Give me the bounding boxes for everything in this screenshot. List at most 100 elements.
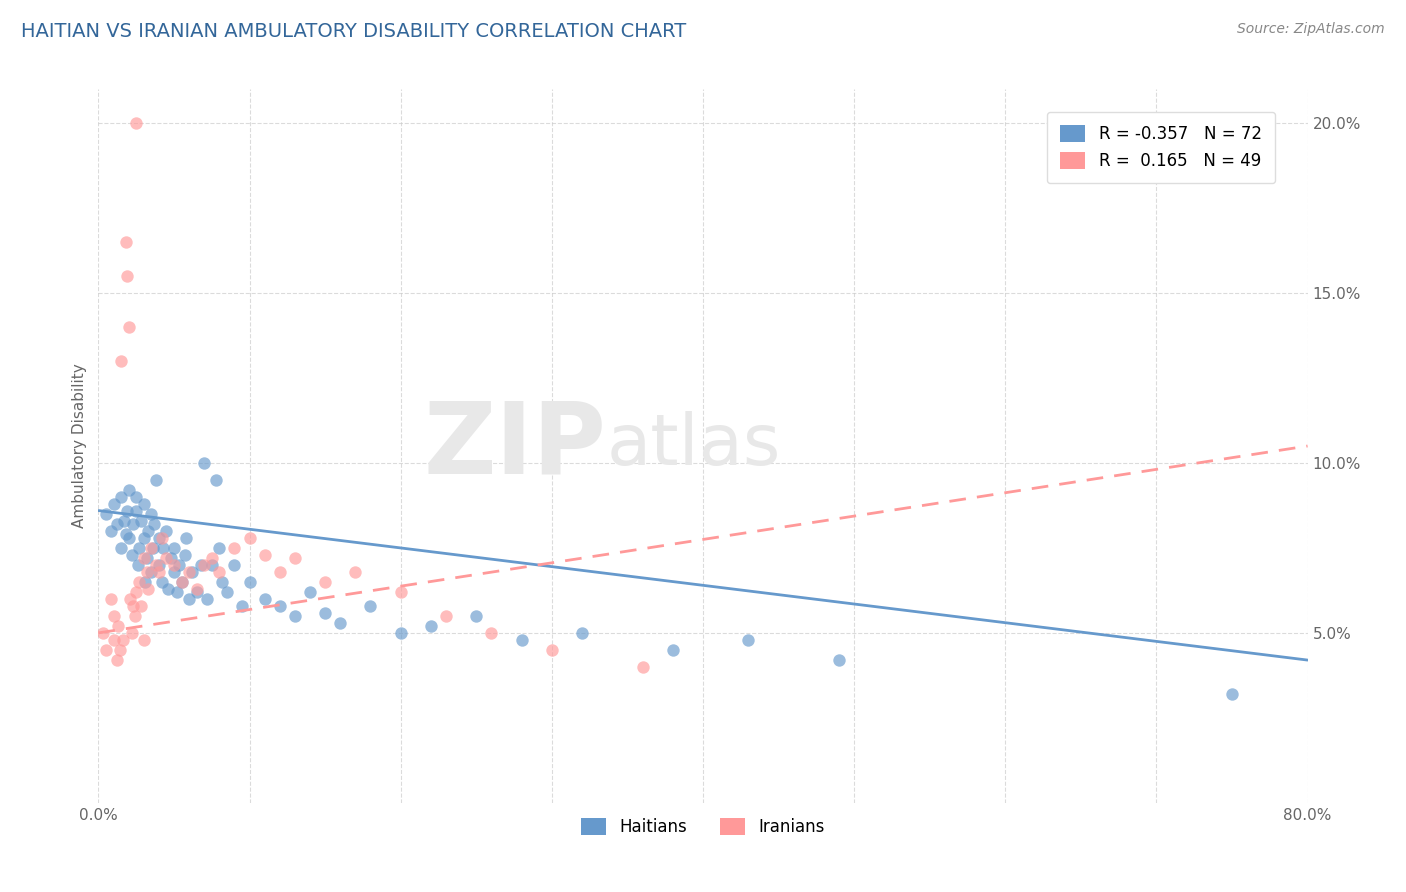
Point bbox=[173, 548, 195, 562]
Point bbox=[111, 632, 134, 647]
Point bbox=[389, 626, 412, 640]
Point bbox=[434, 608, 457, 623]
Point bbox=[110, 490, 132, 504]
Point bbox=[181, 565, 204, 579]
Point bbox=[114, 235, 136, 249]
Point bbox=[284, 608, 307, 623]
Point bbox=[132, 497, 155, 511]
Point bbox=[828, 653, 851, 667]
Point bbox=[170, 574, 193, 589]
Point bbox=[208, 565, 231, 579]
Point bbox=[163, 565, 186, 579]
Point bbox=[148, 565, 170, 579]
Point bbox=[150, 531, 173, 545]
Point bbox=[128, 574, 150, 589]
Point bbox=[134, 574, 156, 589]
Point bbox=[135, 551, 157, 566]
Point bbox=[299, 585, 322, 599]
Point bbox=[190, 558, 212, 572]
Point bbox=[105, 653, 128, 667]
Point bbox=[253, 548, 276, 562]
Point bbox=[132, 632, 155, 647]
Point bbox=[179, 565, 201, 579]
Point bbox=[100, 524, 122, 538]
Point bbox=[231, 599, 253, 613]
Point bbox=[211, 574, 233, 589]
Point bbox=[145, 473, 167, 487]
Point bbox=[152, 541, 174, 555]
Point bbox=[100, 591, 122, 606]
Point bbox=[156, 582, 179, 596]
Point bbox=[163, 558, 186, 572]
Point bbox=[224, 541, 246, 555]
Point bbox=[141, 507, 163, 521]
Point bbox=[465, 608, 488, 623]
Point bbox=[124, 608, 146, 623]
Point bbox=[136, 582, 159, 596]
Point bbox=[118, 531, 141, 545]
Point bbox=[142, 541, 165, 555]
Point bbox=[1220, 687, 1243, 701]
Point bbox=[94, 643, 117, 657]
Point bbox=[118, 483, 141, 498]
Point bbox=[121, 548, 143, 562]
Point bbox=[122, 517, 145, 532]
Point bbox=[115, 269, 138, 284]
Point bbox=[284, 551, 307, 566]
Point bbox=[148, 558, 170, 572]
Point bbox=[125, 585, 148, 599]
Point bbox=[571, 626, 593, 640]
Point bbox=[314, 606, 336, 620]
Point bbox=[155, 551, 177, 566]
Point bbox=[163, 541, 186, 555]
Point bbox=[107, 619, 129, 633]
Point bbox=[112, 514, 135, 528]
Point bbox=[179, 591, 201, 606]
Text: Source: ZipAtlas.com: Source: ZipAtlas.com bbox=[1237, 22, 1385, 37]
Point bbox=[132, 531, 155, 545]
Point bbox=[193, 558, 215, 572]
Point bbox=[143, 517, 166, 532]
Point bbox=[420, 619, 443, 633]
Point bbox=[481, 626, 503, 640]
Point bbox=[344, 565, 367, 579]
Point bbox=[103, 608, 125, 623]
Text: HAITIAN VS IRANIAN AMBULATORY DISABILITY CORRELATION CHART: HAITIAN VS IRANIAN AMBULATORY DISABILITY… bbox=[21, 22, 686, 41]
Point bbox=[166, 585, 188, 599]
Point bbox=[193, 456, 215, 470]
Text: ZIP: ZIP bbox=[423, 398, 606, 494]
Point bbox=[105, 517, 128, 532]
Point bbox=[329, 615, 352, 630]
Point bbox=[94, 507, 117, 521]
Text: atlas: atlas bbox=[606, 411, 780, 481]
Point bbox=[132, 551, 155, 566]
Point bbox=[91, 626, 114, 640]
Point bbox=[125, 503, 148, 517]
Point bbox=[141, 541, 163, 555]
Point bbox=[135, 565, 157, 579]
Point bbox=[186, 582, 208, 596]
Point bbox=[208, 541, 231, 555]
Point bbox=[224, 558, 246, 572]
Point bbox=[125, 490, 148, 504]
Point bbox=[215, 585, 238, 599]
Point bbox=[103, 497, 125, 511]
Point bbox=[661, 643, 683, 657]
Point bbox=[314, 574, 336, 589]
Point bbox=[148, 531, 170, 545]
Point bbox=[122, 599, 145, 613]
Point bbox=[205, 473, 228, 487]
Point bbox=[145, 558, 167, 572]
Point bbox=[136, 524, 159, 538]
Point bbox=[195, 591, 218, 606]
Point bbox=[201, 558, 224, 572]
Point bbox=[737, 632, 759, 647]
Legend: R = -0.357   N = 72, R =  0.165   N = 49: R = -0.357 N = 72, R = 0.165 N = 49 bbox=[1047, 112, 1275, 183]
Point bbox=[121, 626, 143, 640]
Point bbox=[174, 531, 197, 545]
Point bbox=[118, 320, 141, 334]
Point bbox=[108, 643, 131, 657]
Point bbox=[540, 643, 562, 657]
Point bbox=[239, 531, 262, 545]
Point bbox=[239, 574, 262, 589]
